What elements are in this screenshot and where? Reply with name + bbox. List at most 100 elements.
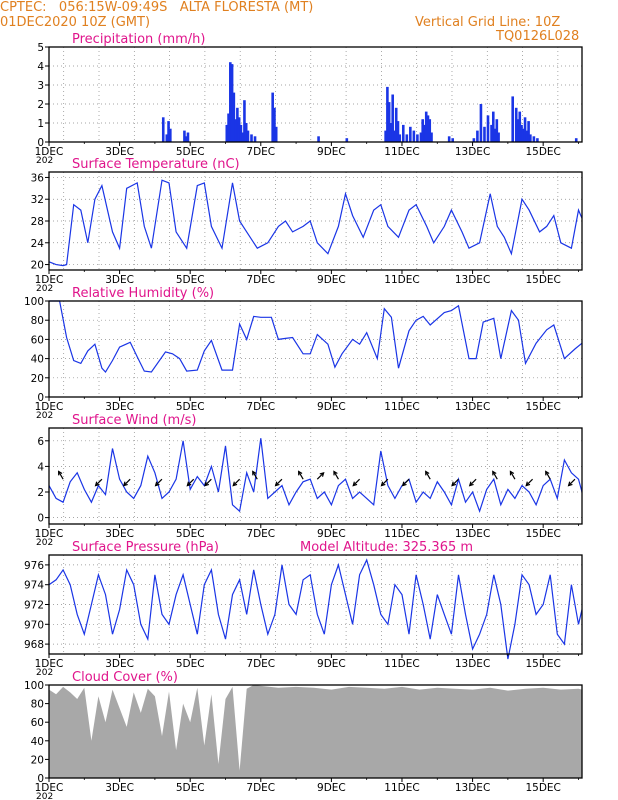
precip-bar <box>184 136 188 142</box>
precip-xtick-label: 5DEC <box>176 146 205 158</box>
pres-series-line <box>48 558 583 660</box>
pres-xtick-label: 11DEC <box>384 658 419 670</box>
pres-xtick-label: 9DEC <box>317 658 346 670</box>
wind-arrow <box>186 478 195 486</box>
temp-ytick-label: 36 <box>31 172 45 184</box>
precip-bar <box>232 92 236 142</box>
wind-arrow <box>95 478 103 486</box>
cloud-ytick-label: 40 <box>31 736 44 748</box>
precip-bar <box>236 107 239 142</box>
temp-xtick-label: 3DEC <box>105 274 134 286</box>
wind-arrow <box>469 478 477 486</box>
temp-year-fragment: 202 <box>36 284 53 294</box>
wind-ytick-label: 2 <box>37 487 44 499</box>
cloud-panel: 0 20 40 60 80 100 1DEC 3DEC 5DEC 7DEC 9DEC 11DEC 13D… <box>24 670 583 800</box>
temp-xtick-label: 11DEC <box>384 274 419 286</box>
precip-bar <box>169 128 172 142</box>
precip-ytick-label: 4 <box>37 61 44 73</box>
wind-arrow <box>402 478 410 486</box>
precip-bar <box>409 126 412 142</box>
precip-bar <box>428 119 432 142</box>
temp-panel: 20 24 28 32 36 1DEC 3DEC 5DEC 7DEC 9DEC 11DEC 13DEC… <box>31 157 583 294</box>
precip-bar <box>384 130 387 142</box>
precip-bar <box>419 132 423 142</box>
precip-bar <box>520 124 523 142</box>
wind-arrow-head <box>567 481 573 487</box>
cloud-ytick-label: 60 <box>31 717 44 729</box>
precip-bar <box>183 130 186 142</box>
precip-bar <box>430 132 433 142</box>
precip-bar <box>532 136 536 142</box>
wind-arrow-head <box>352 481 358 487</box>
precip-xtick-label: 13DEC <box>455 146 490 158</box>
precip-bar <box>514 107 518 142</box>
temp-ytick-label: 28 <box>31 216 44 228</box>
cloud-ytick-label: 20 <box>31 754 44 766</box>
wind-arrow <box>425 471 431 480</box>
precip-bar <box>491 111 495 142</box>
rh-xtick-label: 9DEC <box>317 401 346 413</box>
precip-bar <box>165 134 169 142</box>
wind-arrow <box>509 471 516 480</box>
wind-arrow <box>525 478 534 486</box>
wind-arrow-head <box>94 481 100 487</box>
precip-bar <box>451 138 454 142</box>
precip-bar <box>393 130 396 142</box>
precip-bar <box>423 124 426 142</box>
cloud-frame <box>48 684 583 779</box>
wind-title: Surface Wind (m/s) <box>72 413 196 428</box>
precip-bar <box>525 130 529 142</box>
cloud-ytick-label: 100 <box>24 680 44 692</box>
cloud-xtick-label: 1DEC <box>35 782 64 794</box>
pres-xtick-label: 13DEC <box>455 658 490 670</box>
precip-bar <box>271 92 274 142</box>
precip-bar <box>230 64 234 142</box>
wind-arrow-head <box>425 470 430 476</box>
wind-arrow <box>568 478 576 486</box>
wind-arrow-head <box>401 481 407 487</box>
precip-bar <box>241 132 244 142</box>
wind-arrow-head <box>319 471 325 477</box>
wind-arrow-head <box>252 470 257 476</box>
precip-bar <box>536 138 539 142</box>
wind-ytick-label: 4 <box>37 461 44 473</box>
precip-bar <box>253 136 257 142</box>
cloud-xtick-label: 7DEC <box>246 782 275 794</box>
rh-ytick-label: 0 <box>37 392 44 404</box>
precip-bar <box>476 130 479 142</box>
precip-bar <box>472 138 476 142</box>
precip-bar <box>244 123 248 142</box>
rh-xtick-label: 5DEC <box>176 401 205 413</box>
precip-bar <box>412 130 416 142</box>
pres-panel: 968 970 972 974 976 1DEC 3DEC 5DEC 7DEC 9DEC 11DEC… <box>24 540 583 678</box>
precip-xtick-label: 1DEC <box>35 146 64 158</box>
temp-xtick-label: 13DEC <box>455 274 490 286</box>
precip-bar <box>516 119 520 142</box>
pres-ytick-label: 976 <box>24 560 44 572</box>
pres-xtick-label: 5DEC <box>176 658 205 670</box>
temp-xtick-label: 7DEC <box>246 274 275 286</box>
precip-bar <box>387 102 391 142</box>
wind-arrow <box>352 478 361 486</box>
wind-xtick-label: 13DEC <box>455 528 490 540</box>
precip-bar <box>234 119 237 142</box>
wind-xtick-label: 15DEC <box>525 528 560 540</box>
wind-arrow-head <box>333 470 338 476</box>
temp-ytick-label: 24 <box>31 238 45 250</box>
wind-arrow <box>333 471 339 480</box>
precip-bar <box>574 138 578 142</box>
precip-bar <box>483 126 486 142</box>
wind-arrow-head <box>204 481 210 487</box>
wind-arrow <box>275 478 283 486</box>
rh-xtick-label: 13DEC <box>455 401 490 413</box>
rh-ytick-label: 60 <box>31 334 44 346</box>
precip-xtick-label: 15DEC <box>525 146 560 158</box>
precip-bar <box>405 134 409 142</box>
wind-arrow-head <box>122 481 128 487</box>
wind-xtick-label: 5DEC <box>176 528 205 540</box>
pres-title: Surface Pressure (hPa) <box>72 540 219 555</box>
precip-bar <box>246 130 250 142</box>
wind-arrow-head <box>57 470 63 476</box>
cloud-ytick-label: 0 <box>37 773 44 785</box>
cloud-cover-area <box>49 685 582 778</box>
